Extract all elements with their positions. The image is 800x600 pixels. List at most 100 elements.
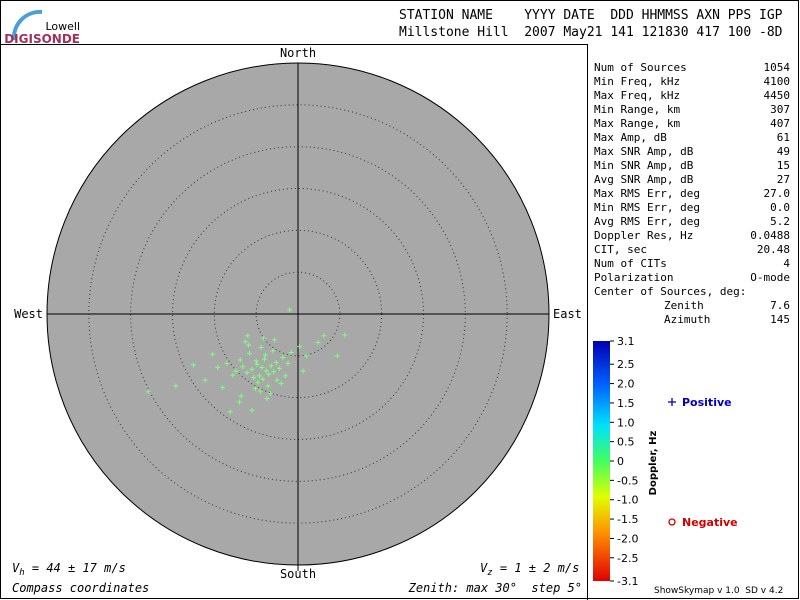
stat-value: 15	[777, 159, 790, 172]
stat-label: Num of Sources	[594, 61, 687, 74]
colorbar-tick-label: 3.1	[617, 335, 635, 348]
stat-label: Max RMS Err, deg	[594, 187, 700, 200]
source-point	[233, 368, 239, 374]
source-point	[237, 357, 243, 363]
stat-label: Avg RMS Err, deg	[594, 215, 700, 228]
stat-value: 0.0488	[750, 229, 790, 242]
source-point	[251, 375, 257, 381]
stat-value: 407	[770, 117, 790, 130]
source-point	[224, 360, 230, 366]
stat-value: 27	[777, 173, 790, 186]
legend-marker	[668, 518, 676, 526]
source-point	[245, 333, 251, 339]
source-point	[259, 365, 265, 371]
stat-value: 5.2	[770, 215, 790, 228]
source-point	[274, 377, 280, 383]
source-point	[270, 348, 276, 354]
source-point	[257, 373, 263, 379]
source-point	[257, 388, 263, 394]
colorbar-tick-label: 1.5	[617, 397, 635, 410]
colorbar-tick-label: -3.1	[617, 575, 638, 588]
source-point	[268, 363, 274, 369]
source-point	[278, 380, 284, 386]
source-point	[252, 385, 258, 391]
source-point	[266, 371, 272, 377]
legend-entry: Positive	[682, 396, 732, 409]
stat-value: 61	[777, 131, 790, 144]
source-point	[263, 368, 269, 374]
compass-label: East	[553, 307, 582, 321]
stat-value: 307	[770, 103, 790, 116]
stat-value: 49	[777, 145, 790, 158]
source-point	[321, 333, 327, 339]
compass-label: North	[280, 46, 316, 60]
source-point	[297, 344, 303, 350]
stat-label: Max SNR Amp, dB	[594, 145, 694, 158]
stat-label: Num of CITs	[594, 257, 667, 270]
logo-arc	[11, 9, 43, 41]
logo-top: Lowell	[45, 20, 80, 33]
source-point	[262, 356, 268, 362]
stat-label: Center of Sources, deg:	[594, 285, 746, 298]
source-point	[230, 372, 236, 378]
colorbar-tick-label: -0.5	[617, 474, 638, 487]
source-point	[272, 337, 278, 343]
stat-value: 20.48	[757, 243, 790, 256]
source-point	[238, 393, 244, 399]
stat-label: Max Amp, dB	[594, 131, 667, 144]
source-point	[265, 383, 271, 389]
source-point	[227, 409, 233, 415]
stat-label: CIT, sec	[594, 243, 647, 256]
colorbar-tick-label: 2.5	[617, 358, 635, 371]
source-point	[236, 399, 242, 405]
stat-label: Azimuth	[664, 313, 710, 326]
source-point	[202, 377, 208, 383]
coords-note: Compass coordinates	[12, 581, 149, 595]
source-point	[249, 407, 255, 413]
stat-label: Polarization	[594, 271, 673, 284]
source-point	[262, 352, 268, 358]
source-point	[258, 344, 264, 350]
colorbar-tick-label: -1.5	[617, 513, 638, 526]
source-point	[285, 360, 291, 366]
source-point	[249, 366, 255, 372]
stat-label: Min SNR Amp, dB	[594, 159, 694, 172]
source-point	[261, 335, 267, 341]
source-point	[267, 390, 273, 396]
colorbar-tick-label: 0.5	[617, 436, 635, 449]
source-point	[280, 355, 286, 361]
legend-entry: Negative	[682, 516, 738, 529]
stat-value: 7.6	[770, 299, 790, 312]
stat-label: Avg SNR Amp, dB	[594, 173, 694, 186]
source-point	[271, 369, 277, 375]
colorbar-tick-label: 0	[617, 455, 624, 468]
source-point	[190, 362, 196, 368]
logo-bottom: DIGISONDE	[4, 32, 80, 46]
source-point	[254, 361, 260, 367]
stat-value: 4450	[764, 89, 791, 102]
source-point	[303, 353, 309, 359]
source-point	[210, 351, 216, 357]
vz: Vz = 1 ± 2 m/s	[480, 561, 579, 578]
source-point	[145, 389, 151, 395]
stat-value: 0.0	[770, 201, 790, 214]
source-point	[244, 370, 250, 376]
stat-label: Max Freq, kHz	[594, 89, 680, 102]
legend-marker	[668, 398, 676, 406]
source-point	[277, 365, 283, 371]
source-point	[287, 307, 293, 313]
stat-value: 27.0	[764, 187, 791, 200]
source-point	[240, 364, 246, 370]
source-point	[173, 383, 179, 389]
stat-value: 1054	[764, 61, 791, 74]
compass-label: West	[14, 307, 43, 321]
source-point	[342, 332, 348, 338]
compass-label: South	[280, 567, 316, 581]
source-point	[253, 358, 259, 364]
stat-label: Min Freq, kHz	[594, 75, 680, 88]
header-line: STATION NAME YYYY DATE DDD HHMMSS AXN PP…	[399, 8, 783, 23]
colorbar-tick-label: -2.5	[617, 552, 638, 565]
colorbar-tick-label: 1.0	[617, 416, 635, 429]
